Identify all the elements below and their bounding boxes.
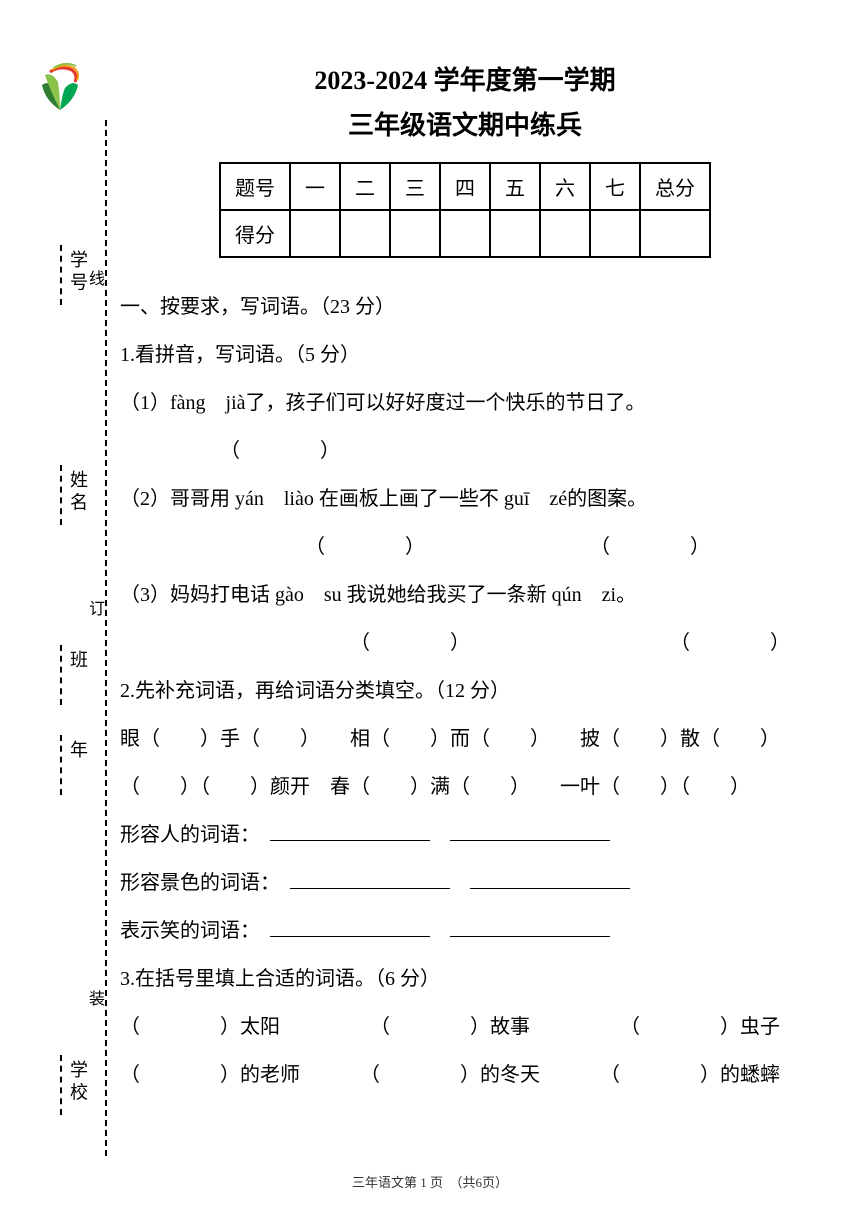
header-cell: 总分 bbox=[640, 163, 710, 210]
answer-blank: （ ） bbox=[350, 619, 470, 667]
category-label: 表示笑的词语： bbox=[120, 907, 260, 955]
fill-word: （ ）太阳 bbox=[120, 1003, 280, 1051]
fill-word: （ ）的冬天 bbox=[360, 1051, 540, 1099]
question-1-3: （3）妈妈打电话 gào su 我说她给我买了一条新 qún zi。 bbox=[120, 571, 810, 619]
label-grade: 年 bbox=[65, 740, 91, 758]
word-fill: 相（ ）而（ ） bbox=[350, 715, 550, 763]
content-body: 一、按要求，写词语。（23 分） 1.看拼音，写词语。（5 分） （1）fàng… bbox=[120, 283, 810, 1099]
title-line2: 三年级语文期中练兵 bbox=[120, 105, 810, 142]
label-zhuang: 装 bbox=[82, 990, 106, 1006]
category-label: 形容景色的词语： bbox=[120, 859, 280, 907]
header-cell: 三 bbox=[390, 163, 440, 210]
score-cell bbox=[540, 210, 590, 257]
table-row: 题号 一 二 三 四 五 六 七 总分 bbox=[220, 163, 710, 210]
answer-blank: （ ） bbox=[590, 523, 710, 571]
fill-word: （ ）虫子 bbox=[620, 1003, 780, 1051]
score-cell bbox=[640, 210, 710, 257]
score-cell bbox=[590, 210, 640, 257]
sub3-title: 3.在括号里填上合适的词语。（6 分） bbox=[120, 955, 810, 1003]
score-table: 题号 一 二 三 四 五 六 七 总分 得分 bbox=[219, 162, 711, 258]
section1-title: 一、按要求，写词语。（23 分） bbox=[120, 283, 810, 331]
answer-blank: （ ） bbox=[305, 523, 425, 571]
header-cell: 六 bbox=[540, 163, 590, 210]
score-cell bbox=[440, 210, 490, 257]
answer-underline bbox=[270, 936, 430, 937]
header-cell: 四 bbox=[440, 163, 490, 210]
question-1-2: （2）哥哥用 yán liào 在画板上画了一些不 guī zé的图案。 bbox=[120, 475, 810, 523]
score-cell bbox=[490, 210, 540, 257]
word-fill: 披（ ）散（ ） bbox=[580, 715, 780, 763]
answer-underline bbox=[450, 936, 610, 937]
answer-blank: （ ） bbox=[670, 619, 790, 667]
table-row: 得分 bbox=[220, 210, 710, 257]
answer-underline bbox=[290, 888, 450, 889]
label-ding: 订 bbox=[82, 600, 106, 616]
page-footer: 三年语文第 1 页 （共6页） bbox=[0, 1172, 860, 1191]
score-cell bbox=[390, 210, 440, 257]
label-school: 学 校 bbox=[65, 1060, 91, 1101]
binding-margin: 学 号 线 姓 名 订 班 年 装 学 校 bbox=[90, 120, 120, 1156]
label-class: 班 bbox=[65, 650, 91, 668]
title-line1: 2023-2024 学年度第一学期 bbox=[120, 60, 810, 97]
answer-blank: （ ） bbox=[220, 427, 810, 475]
header-cell: 二 bbox=[340, 163, 390, 210]
school-logo bbox=[30, 60, 90, 120]
category-label: 形容人的词语： bbox=[120, 811, 260, 859]
answer-underline bbox=[270, 840, 430, 841]
label-name: 姓 名 bbox=[65, 470, 91, 511]
header-cell: 题号 bbox=[220, 163, 290, 210]
fill-word: （ ）故事 bbox=[370, 1003, 530, 1051]
label-xian: 线 bbox=[82, 270, 106, 286]
word-fill: （ ）（ ）颜开 bbox=[120, 763, 310, 811]
score-cell bbox=[290, 210, 340, 257]
fill-word: （ ）的老师 bbox=[120, 1051, 300, 1099]
header-cell: 五 bbox=[490, 163, 540, 210]
answer-underline bbox=[450, 840, 610, 841]
score-cell bbox=[340, 210, 390, 257]
header-cell: 一 bbox=[290, 163, 340, 210]
row-label: 得分 bbox=[220, 210, 290, 257]
fill-word: （ ）的蟋蟀 bbox=[600, 1051, 780, 1099]
word-fill: 春（ ）满（ ） bbox=[330, 763, 530, 811]
answer-underline bbox=[470, 888, 630, 889]
question-1-1: （1）fàng jià了，孩子们可以好好度过一个快乐的节日了。 bbox=[120, 379, 810, 427]
word-fill: 一叶（ ）（ ） bbox=[560, 763, 750, 811]
sub1-title: 1.看拼音，写词语。（5 分） bbox=[120, 331, 810, 379]
title-section: 2023-2024 学年度第一学期 三年级语文期中练兵 bbox=[120, 60, 810, 142]
word-fill: 眼（ ）手（ ） bbox=[120, 715, 320, 763]
header-cell: 七 bbox=[590, 163, 640, 210]
sub2-title: 2.先补充词语，再给词语分类填空。（12 分） bbox=[120, 667, 810, 715]
